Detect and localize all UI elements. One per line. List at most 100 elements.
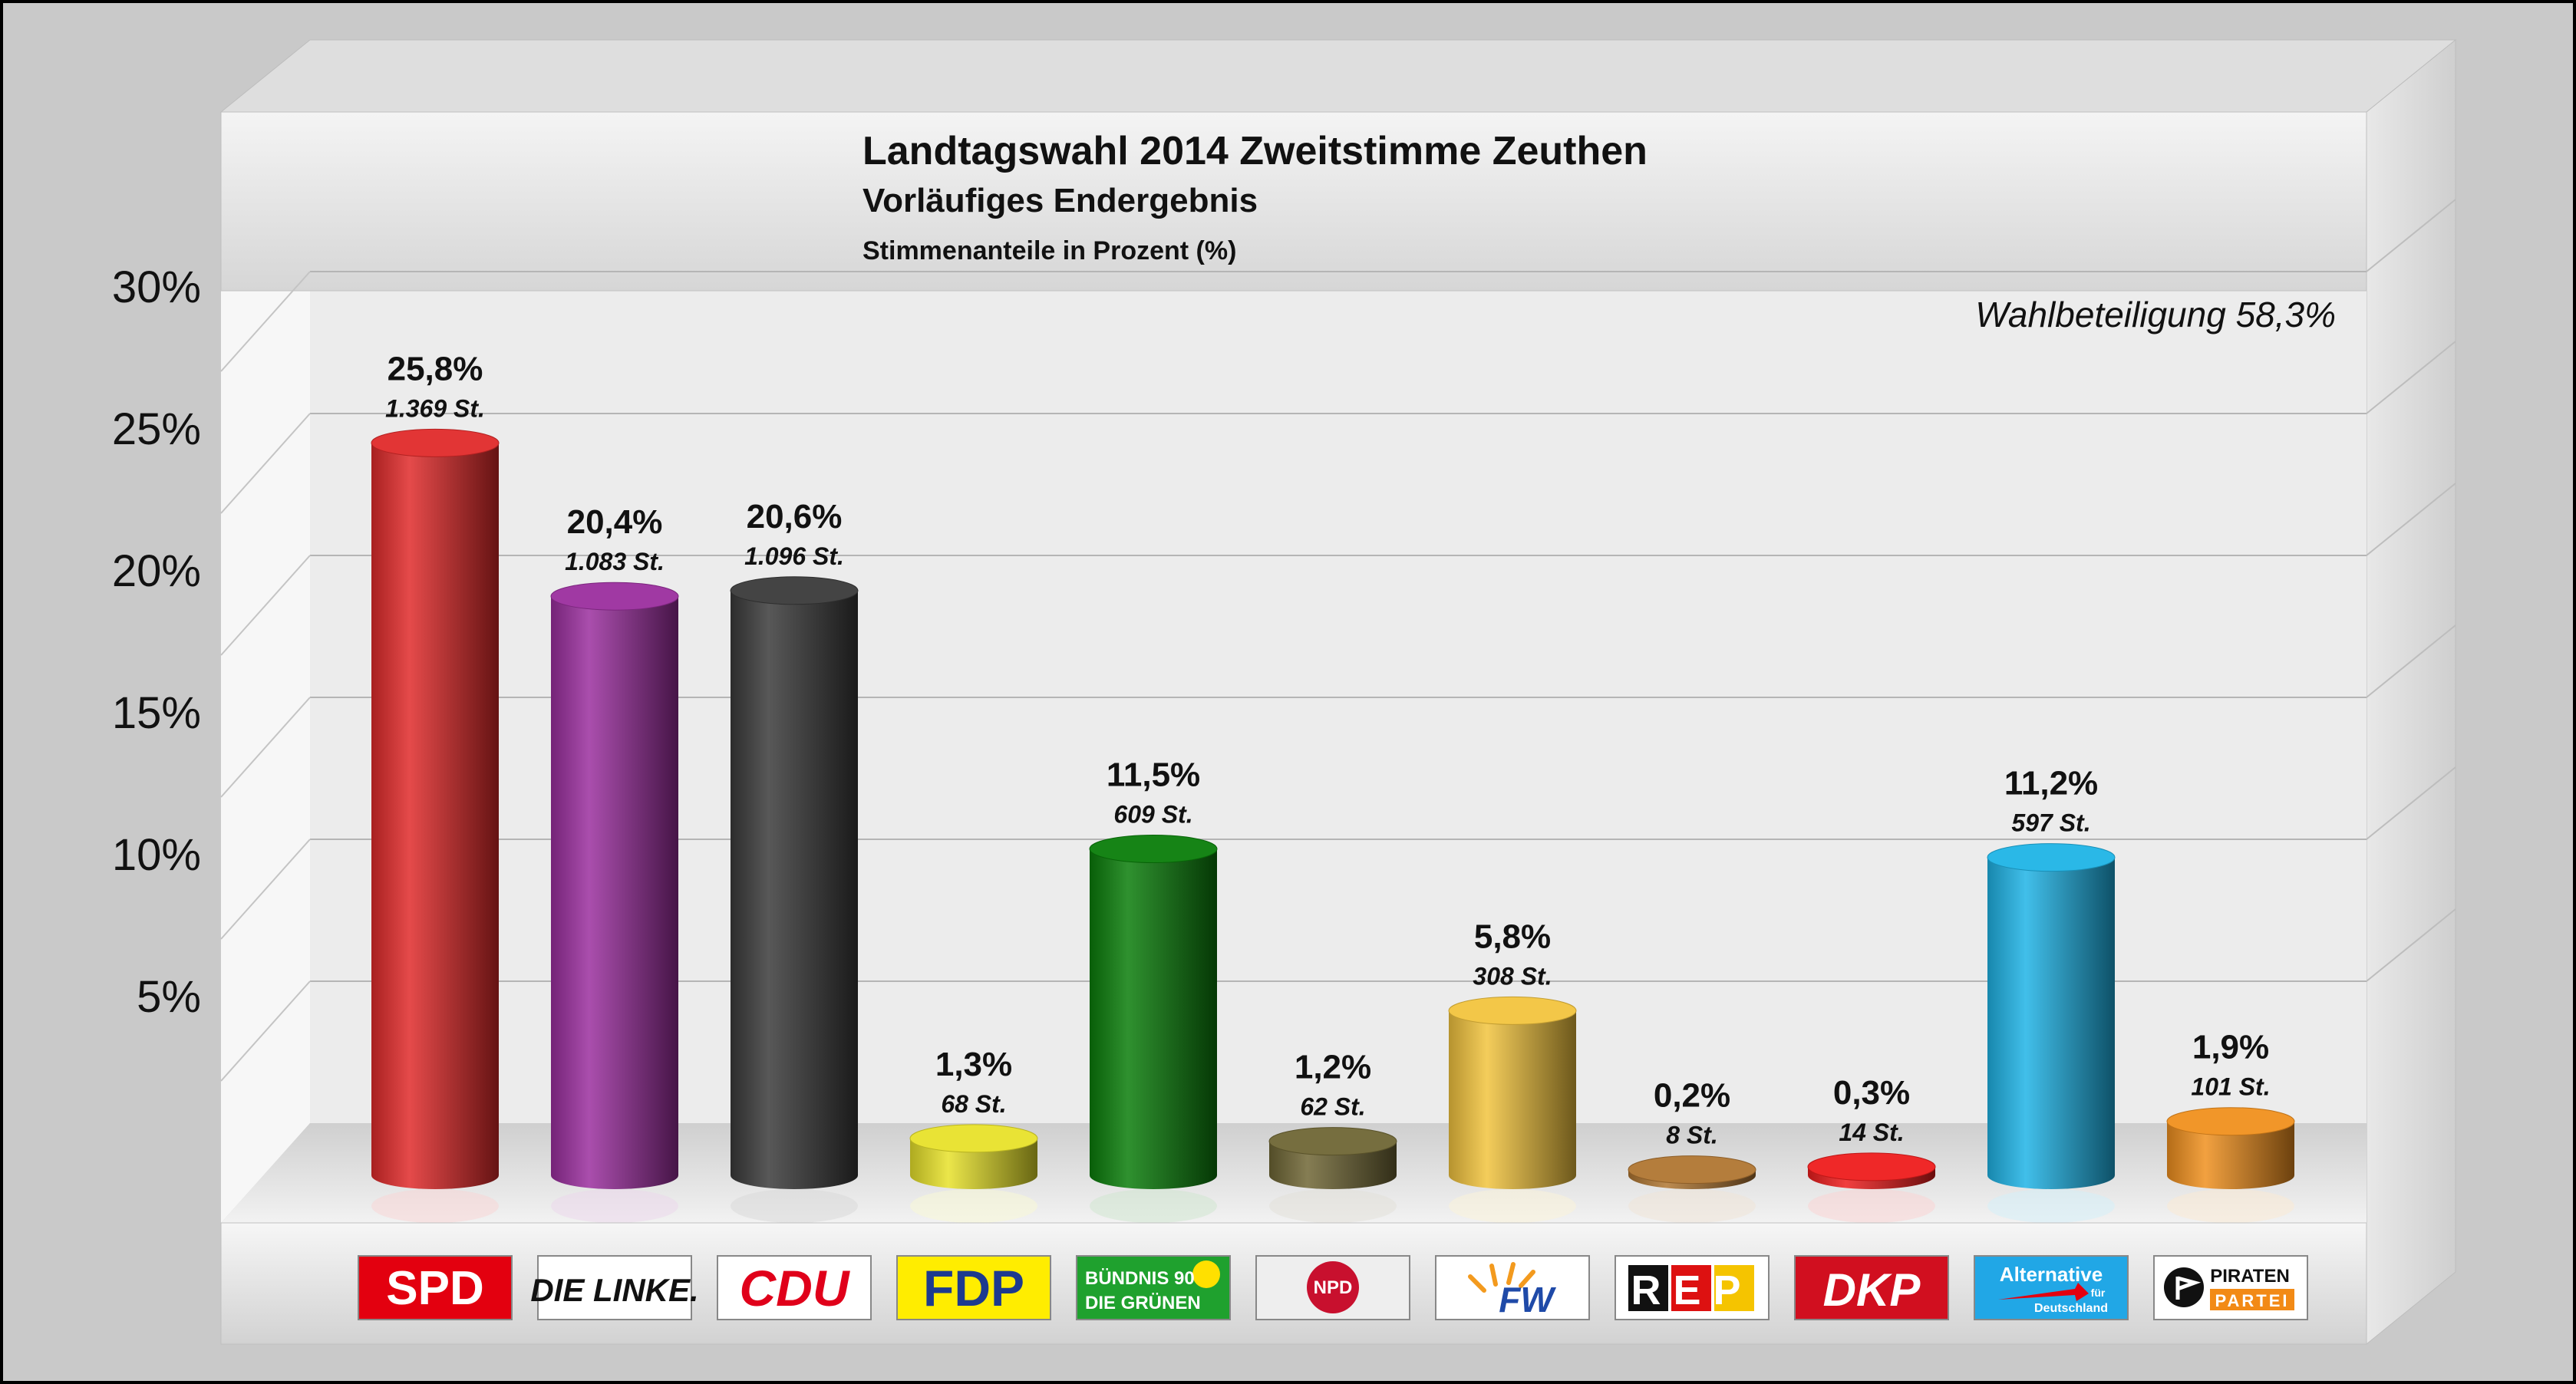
bar-top	[1448, 996, 1577, 1025]
bar-reflection	[1449, 1189, 1576, 1223]
bar-top	[1089, 835, 1218, 863]
bar-6: 5,8% 308 St.	[1448, 918, 1577, 1223]
bar-top	[1987, 843, 2116, 872]
y-tick-label: 10%	[112, 830, 201, 880]
bar-reflection	[371, 1189, 499, 1223]
bar-body	[1449, 1010, 1576, 1189]
box-top-face	[219, 39, 2457, 113]
value-label: 25,8%	[388, 350, 483, 387]
bar-reflection	[731, 1189, 858, 1223]
y-tick-label: 5%	[137, 972, 201, 1022]
logo-piraten-text-2: PARTEI	[2215, 1291, 2289, 1310]
value-label: 0,2%	[1654, 1077, 1730, 1115]
value-label: 20,6%	[747, 498, 843, 535]
logo-spd-text: SPD	[386, 1262, 483, 1315]
logo-afd-text-3: Deutschland	[2034, 1302, 2108, 1315]
bar-reflection	[2167, 1189, 2294, 1223]
y-tick-label: 20%	[112, 546, 201, 596]
bar-reflection	[1628, 1189, 1756, 1223]
bar-top	[909, 1124, 1038, 1153]
bar-reflection	[910, 1189, 1037, 1223]
bar-reflection	[1987, 1189, 2115, 1223]
logo-gruene: BÜNDNIS 90 DIE GRÜNEN	[1076, 1255, 1231, 1320]
bar-top	[1628, 1155, 1756, 1185]
logo-fdp-text: FDP	[923, 1260, 1024, 1316]
logo-gruene-text-2: DIE GRÜNEN	[1085, 1293, 1201, 1313]
value-label: 11,2%	[2004, 765, 2098, 802]
gridline-left	[220, 271, 311, 372]
logo-afd-text-1: Alternative	[2000, 1263, 2103, 1286]
votes-label: 1.083 St.	[565, 548, 665, 575]
logo-linke: DIE LINKE.	[530, 1255, 699, 1320]
logo-afd: Alternative für Deutschland	[1974, 1255, 2129, 1320]
bar-reflection	[1269, 1189, 1397, 1223]
logo-npd-text: NPD	[1314, 1277, 1353, 1298]
logo-cdu-text: CDU	[740, 1260, 851, 1316]
bar-0: 25,8% 1.369 St.	[371, 350, 500, 1223]
afd-arrow-icon	[1998, 1283, 2089, 1301]
bar-top	[1268, 1127, 1397, 1156]
logo-piraten: PIRATEN PARTEI	[2153, 1255, 2308, 1320]
sunflower-icon	[1192, 1260, 1220, 1288]
bar-9: 11,2% 597 St.	[1987, 765, 2116, 1223]
gridline-left	[220, 980, 311, 1082]
y-tick-label: 15%	[112, 688, 201, 738]
bar-10: 1,9% 101 St.	[2166, 1029, 2295, 1223]
bar-body	[910, 1138, 1037, 1189]
bar-body	[551, 596, 678, 1189]
gridline-right	[2366, 483, 2456, 556]
bar-7: 0,2% 8 St.	[1628, 1077, 1756, 1223]
bar-body	[2167, 1121, 2294, 1189]
gridline-right	[2366, 199, 2456, 272]
value-label: 1,9%	[2192, 1029, 2269, 1066]
votes-label: 68 St.	[941, 1090, 1006, 1118]
logo-dkp: DKP	[1794, 1255, 1949, 1320]
votes-label: 8 St.	[1666, 1122, 1718, 1149]
bar-4: 11,5% 609 St.	[1089, 756, 1218, 1223]
votes-label: 62 St.	[1300, 1093, 1365, 1121]
bar-body	[731, 590, 858, 1189]
gridline-right	[2366, 624, 2456, 698]
logo-fw-text: FW	[1499, 1280, 1556, 1320]
turnout-annotation: Wahlbeteiligung 58,3%	[1975, 295, 2336, 334]
bar-top	[730, 576, 859, 605]
plot-left-wall	[221, 291, 310, 1223]
bar-body	[371, 443, 499, 1189]
logo-rep-text: REP	[1631, 1267, 1753, 1313]
logo-fw: FW	[1435, 1255, 1590, 1320]
votes-label: 308 St.	[1473, 962, 1552, 990]
votes-label: 597 St.	[2011, 809, 2090, 837]
chart-title: Landtagswahl 2014 Zweitstimme Zeuthen	[863, 129, 1648, 173]
votes-label: 101 St.	[2191, 1073, 2270, 1101]
bar-body	[1090, 849, 1217, 1189]
gridline-left	[220, 697, 311, 798]
bar-5: 1,2% 62 St.	[1268, 1049, 1397, 1223]
gridline-right	[2366, 766, 2456, 840]
bar-3: 1,3% 68 St.	[909, 1046, 1038, 1223]
logo-piraten-text-1: PIRATEN	[2210, 1266, 2290, 1287]
logo-gruene-text-1: BÜNDNIS 90	[1085, 1268, 1195, 1289]
gridline-right	[2366, 908, 2456, 982]
logo-cdu: CDU	[717, 1255, 872, 1320]
y-axis-ticks: 5% 10% 15% 20% 25% 30%	[112, 262, 201, 1022]
bar-reflection	[1808, 1189, 1935, 1223]
bar-1: 20,4% 1.083 St.	[550, 503, 679, 1223]
votes-label: 1.369 St.	[385, 394, 485, 422]
votes-label: 1.096 St.	[744, 542, 844, 570]
gridline-left	[220, 555, 311, 656]
value-label: 0,3%	[1833, 1074, 1910, 1112]
bar-top	[2166, 1107, 2295, 1136]
bar-8: 0,3% 14 St.	[1807, 1074, 1936, 1223]
bar-top	[1807, 1152, 1936, 1181]
logo-spd: SPD	[358, 1255, 513, 1320]
election-chart: Landtagswahl 2014 Zweitstimme Zeuthen Vo…	[112, 38, 2457, 1346]
chart-subtitle: Vorläufiges Endergebnis	[863, 182, 1258, 219]
gridline-left	[220, 413, 311, 514]
bar-top	[550, 582, 679, 611]
header-panel	[220, 111, 2367, 292]
votes-label: 14 St.	[1839, 1119, 1904, 1146]
bar-reflection	[1090, 1189, 1217, 1223]
gridline-right	[2366, 341, 2456, 414]
y-tick-label: 30%	[112, 262, 201, 312]
